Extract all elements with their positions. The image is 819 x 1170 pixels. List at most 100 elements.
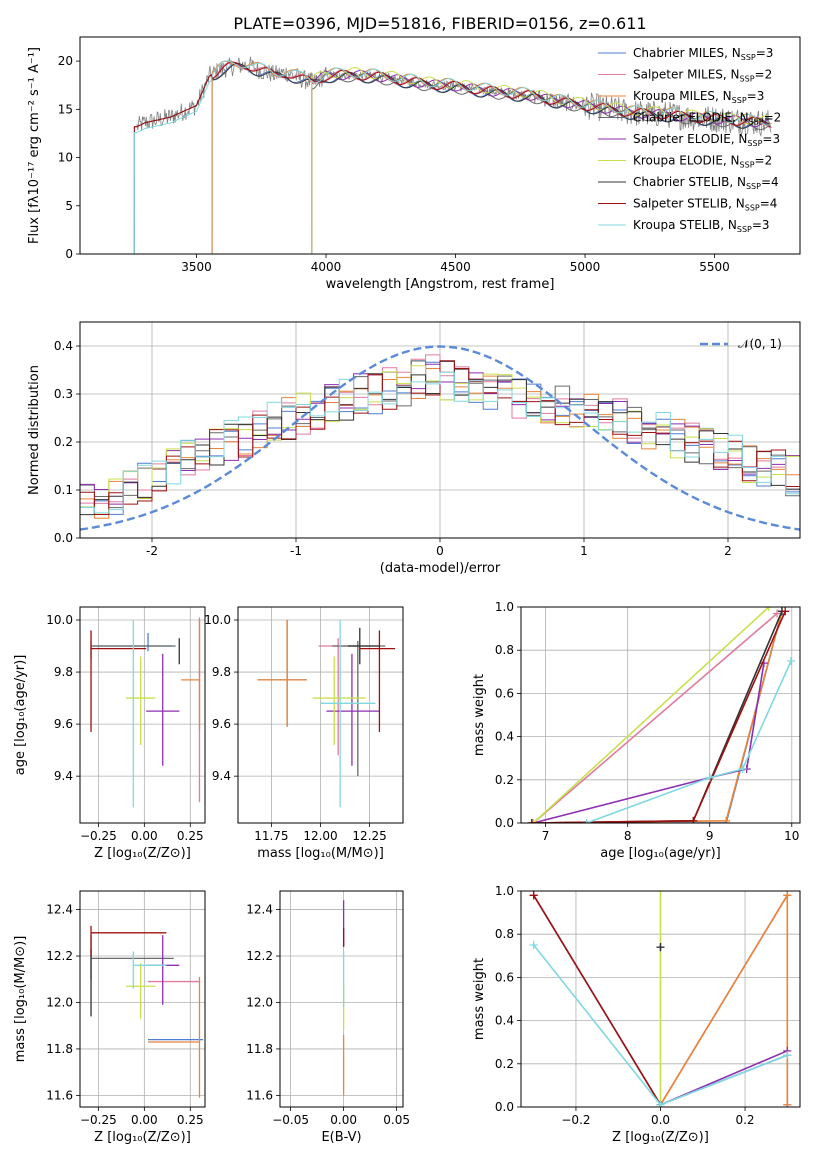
x-axis-label: Z [log₁₀(Z/Z⊙)] xyxy=(612,1130,709,1145)
weight-marker xyxy=(764,607,773,611)
y-tick-label: 11.8 xyxy=(46,1042,73,1056)
x-tick-label: 2 xyxy=(724,544,732,558)
x-axis-label: mass [log₁₀(M/M⊙)] xyxy=(257,846,384,861)
y-tick-label: 9.4 xyxy=(54,769,73,783)
panel-residuals: -2 -1 0 1 2 0.0 0.1 0.2 0.3 0.4 (data-model)/error… xyxy=(27,321,801,576)
y-axis-label: mass weight xyxy=(472,674,487,756)
weight-line-kroupa-stelib xyxy=(586,660,792,823)
y-tick-label: 0.4 xyxy=(495,1014,514,1028)
y-tick-label: 15 xyxy=(58,102,73,116)
y-tick-label: 9.4 xyxy=(212,769,231,783)
histogram-chabrier-miles xyxy=(80,360,800,515)
weight-marker xyxy=(656,891,665,895)
histogram-salpeter-miles xyxy=(80,354,800,504)
x-tick-label: 4500 xyxy=(440,260,471,274)
errorbars xyxy=(257,620,396,808)
figure-title: PLATE=0396, MJD=51816, FIBERID=0156, z=0… xyxy=(233,14,646,33)
y-tick-label: 9.6 xyxy=(54,717,73,731)
legend-entry: Chabrier MILES, NSSP=3 xyxy=(633,46,773,62)
weight-marker xyxy=(689,816,698,823)
y-tick-label: 10.0 xyxy=(204,613,231,627)
axes-frame xyxy=(279,890,404,1108)
legend: Chabrier MILES, NSSP=3 Salpeter MILES, NS… xyxy=(598,46,781,234)
model-line-chabrier-miles xyxy=(80,63,772,254)
x-tick-label: 0.00 xyxy=(131,1113,158,1127)
legend-entry: Salpeter MILES, NSSP=2 xyxy=(633,68,772,84)
y-tick-label: 1.0 xyxy=(495,884,514,898)
y-tick-label: 9.8 xyxy=(212,665,231,679)
x-tick-label: 7 xyxy=(542,829,550,843)
y-tick-label: 0.0 xyxy=(495,816,514,830)
panel-weight_vs_age: 7 8 9 10 0.0 0.2 0.4 0.6 0.8 1.0 age [log₁₀(age/yr… xyxy=(472,600,801,861)
weight-line-kroupa-elodie xyxy=(532,607,770,823)
weight-marker xyxy=(783,891,792,900)
histograms xyxy=(80,345,800,531)
y-axis-label: age [log₁₀(age/yr)] xyxy=(13,655,28,776)
spectrum-lines xyxy=(80,56,772,254)
y-tick-label: 12.2 xyxy=(246,949,273,963)
legend-entry: Kroupa MILES, NSSP=3 xyxy=(633,89,764,105)
x-tick-label: 3500 xyxy=(181,260,212,274)
x-tick-label: -2 xyxy=(146,544,158,558)
y-tick-label: 0.1 xyxy=(54,483,73,497)
y-axis-label: Normed distribution xyxy=(27,365,42,495)
x-tick-label: 0.00 xyxy=(330,1113,357,1127)
x-axis-label: age [log₁₀(age/yr)] xyxy=(600,846,721,861)
y-tick-label: 10 xyxy=(58,151,73,165)
legend-entry: Salpeter STELIB, NSSP=4 xyxy=(633,197,777,213)
y-tick-label: 0.0 xyxy=(54,531,73,545)
panel-weight_vs_Z: −0.2 0.0 0.2 0.0 0.2 0.4 0.6 0.8 1.0 Z [log₁₀(Z/Z… xyxy=(472,884,801,1145)
errorbars xyxy=(90,617,201,808)
x-axis-label: Z [log₁₀(Z/Z⊙)] xyxy=(94,1130,191,1145)
y-axis-label: mass weight xyxy=(472,958,487,1040)
y-tick-label: 10.0 xyxy=(46,613,73,627)
axes-frame xyxy=(79,36,801,255)
weight-marker xyxy=(783,1100,792,1107)
x-tick-label: 5000 xyxy=(570,260,601,274)
x-axis-label: Z [log₁₀(Z/Z⊙)] xyxy=(94,846,191,861)
y-tick-label: 0.8 xyxy=(495,643,514,657)
weight-marker xyxy=(582,819,591,823)
legend-entry: 𝒩(0, 1) xyxy=(738,337,782,351)
weight-lines xyxy=(527,607,795,823)
legend-entry: Salpeter ELODIE, NSSP=3 xyxy=(633,132,780,148)
y-tick-label: 12.2 xyxy=(46,949,73,963)
y-tick-label: 0.3 xyxy=(54,387,73,401)
axes-frame xyxy=(79,890,206,1108)
panel-age_vs_Z: −0.25 0.00 0.25 9.4 9.6 9.8 10.0 Z [log₁₀(Z/Z⊙)… xyxy=(13,606,206,861)
x-tick-label: −0.25 xyxy=(80,1113,117,1127)
weight-marker xyxy=(781,607,790,616)
legend-entry: Chabrier ELODIE, NSSP=2 xyxy=(633,111,781,127)
y-tick-label: 0.2 xyxy=(495,773,514,787)
x-tick-label: 0.2 xyxy=(735,1113,754,1127)
y-tick-label: 0.0 xyxy=(495,1100,514,1114)
x-tick-label: 10 xyxy=(784,829,799,843)
y-tick-label: 0.6 xyxy=(495,686,514,700)
data-spectrum-line xyxy=(136,56,772,137)
y-tick-label: 9.6 xyxy=(212,717,231,731)
y-tick-label: 0 xyxy=(65,247,73,261)
y-tick-label: 0.4 xyxy=(495,730,514,744)
y-tick-label: 0.4 xyxy=(54,339,73,353)
x-tick-label: 0.05 xyxy=(383,1113,410,1127)
x-tick-label: 4000 xyxy=(311,260,342,274)
y-tick-label: 20 xyxy=(58,54,73,68)
axes-frame xyxy=(79,606,206,824)
legend-entry: Kroupa STELIB, NSSP=3 xyxy=(633,218,770,234)
x-tick-label: 5500 xyxy=(699,260,730,274)
panel-mass_vs_Z: −0.25 0.00 0.25 11.6 11.8 12.0 12.2 12.4 Z [log₁… xyxy=(13,890,206,1145)
weight-marker xyxy=(529,891,538,900)
x-tick-label: 1 xyxy=(580,544,588,558)
y-tick-label: 12.0 xyxy=(46,995,73,1009)
weight-marker xyxy=(527,819,536,823)
x-tick-label: −0.25 xyxy=(80,829,117,843)
model-line-salpeter-elodie xyxy=(80,70,770,254)
weight-marker xyxy=(656,1100,665,1107)
x-axis-label: (data-model)/error xyxy=(380,561,501,576)
panel-age_vs_mass: 11.75 12.00 12.25 9.4 9.6 9.8 10.0 mass [log₁₀(… xyxy=(204,606,404,861)
y-tick-label: 0.2 xyxy=(495,1057,514,1071)
errorbars xyxy=(90,925,204,1098)
weight-marker xyxy=(705,773,714,782)
legend-entry: Kroupa ELODIE, NSSP=2 xyxy=(633,154,772,170)
